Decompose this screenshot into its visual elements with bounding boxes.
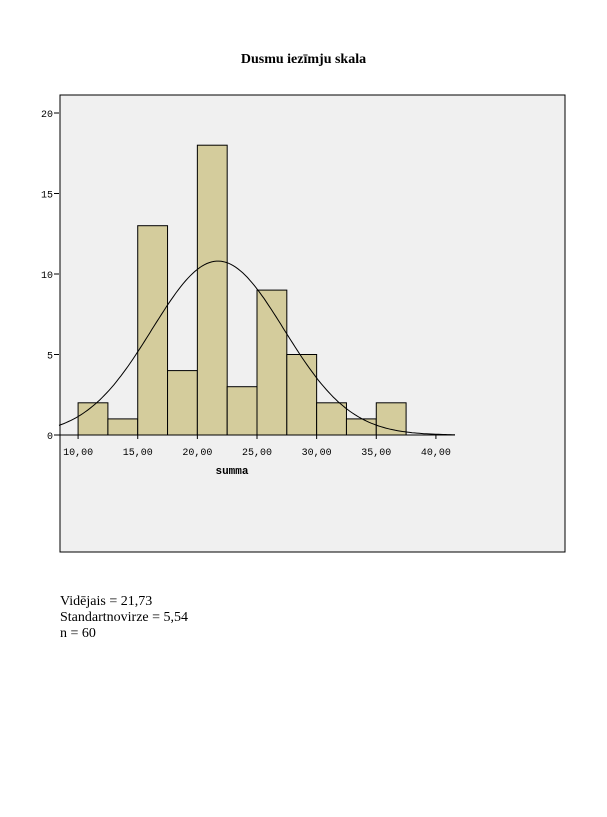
y-tick-label: 20 — [41, 110, 53, 121]
chart-title: Dusmu iezīmju skala — [240, 52, 367, 67]
plot-frame — [59, 94, 566, 553]
normal-curve — [58, 260, 455, 436]
histogram-bar — [226, 386, 258, 436]
histogram-bar — [286, 354, 318, 436]
sd-label: Standartnovirze = 5,54 — [60, 610, 189, 625]
x-axis-label: summa — [215, 466, 248, 478]
histogram-bar — [345, 418, 377, 436]
mean-label: Vidējais = 21,73 — [60, 594, 153, 609]
statistics-block: Vidējais = 21,73 Standartnovirze = 5,54 … — [60, 594, 188, 642]
histogram-bar — [137, 225, 169, 436]
y-tick-label: 15 — [41, 191, 53, 202]
y-tick-label: 10 — [41, 271, 53, 282]
x-tick-label: 25,00 — [242, 448, 272, 459]
x-tick-label: 35,00 — [361, 448, 391, 459]
x-tick-label: 15,00 — [123, 448, 153, 459]
y-tick-label: 5 — [47, 352, 53, 363]
x-tick-label: 10,00 — [63, 448, 93, 459]
bars-layer — [77, 144, 407, 436]
histogram-bar — [107, 418, 139, 436]
histogram-bar — [256, 289, 288, 436]
x-tick-label: 20,00 — [182, 448, 212, 459]
y-tick-label: 0 — [47, 432, 53, 443]
histogram-bar — [375, 402, 407, 436]
histogram-bar — [316, 402, 347, 436]
x-tick-label: 40,00 — [421, 448, 451, 459]
histogram-bar — [77, 402, 109, 436]
n-label: n = 60 — [60, 626, 96, 641]
x-tick-label: 30,00 — [302, 448, 332, 459]
histogram-bar — [167, 370, 198, 436]
histogram-bar — [196, 144, 228, 436]
axes-layer: 0 5 10 15 20 10,00 15,00 20,00 25,00 30,00 35,00 40… — [41, 110, 455, 459]
